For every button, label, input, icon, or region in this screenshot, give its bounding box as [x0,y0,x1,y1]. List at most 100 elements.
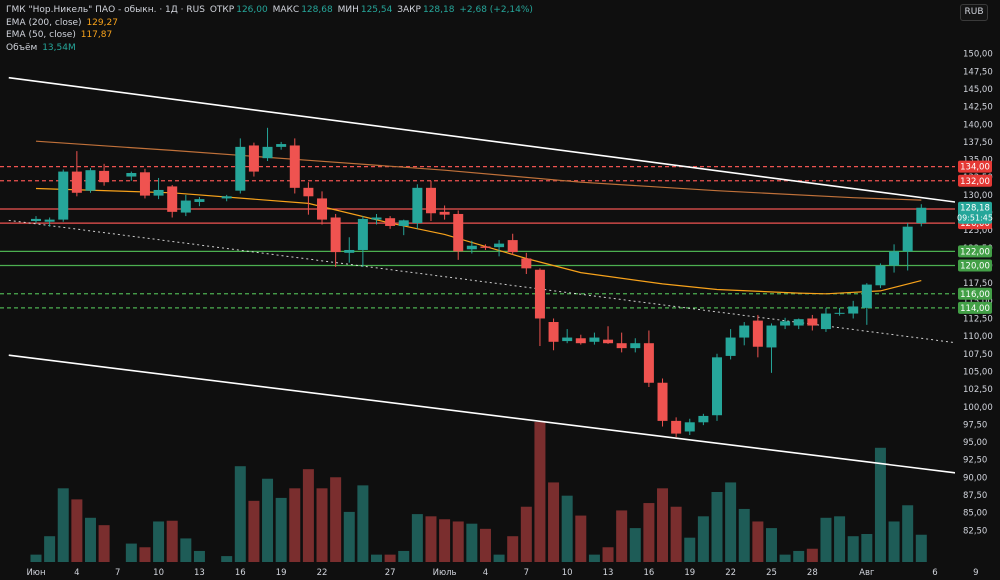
candle-body [439,211,450,215]
volume-bar [221,556,233,562]
candle-body [671,420,682,434]
trendline-lower-support [8,354,955,474]
candle-body [71,171,82,193]
candle-body [780,321,791,326]
candle-body [31,218,41,222]
volume-bar [697,516,709,562]
candle-body [371,217,382,220]
close-label: ЗАКР [397,5,421,15]
candle-body [248,145,259,172]
time-axis[interactable]: Июн 4 7 10 13 16 19 22 27 Июль 4 7 10 13 16 19 22 25 28 Авг… [26,568,1000,578]
ema50-row[interactable]: EMA (50, close) 117,87 [6,29,535,42]
candle-body [99,170,110,183]
open-value: 126,00 [236,5,268,15]
x-tick-label: 7 [115,568,120,578]
volume-bar [357,485,369,562]
candle-body [194,199,205,202]
volume-bar [125,543,137,562]
candle-body [548,322,559,342]
candle-body [575,338,586,344]
y-tick-label: 150,00 [963,50,993,60]
x-tick-label: Июн [26,568,45,578]
volume-bar [507,536,519,562]
x-tick-label: 19 [276,568,287,578]
x-tick-label: 22 [317,568,328,578]
ema200-line [35,140,922,201]
volume-bar [330,477,342,562]
candle-body [725,337,736,356]
volume-bar [30,554,42,562]
high-value: 128,68 [301,5,333,15]
volume-bar [411,514,423,562]
y-tick-label: 102,50 [963,385,993,395]
candle-body [44,219,55,222]
y-tick-label: 100,00 [963,403,993,413]
candle-body [889,251,900,266]
level-badge-label: 120,00 [960,262,990,272]
candle-body [630,343,641,349]
volume-bar [289,488,301,562]
candle-body [276,144,287,147]
volume-bar [793,550,805,562]
volume-bar [847,536,859,562]
level-badge [958,259,992,272]
x-tick-label: 4 [483,568,488,578]
volume-bar [711,492,723,562]
candle-body [480,246,491,248]
ema200-value: 129,27 [86,17,118,28]
y-tick-label: 92,50 [963,456,987,466]
volume-bar [684,537,696,562]
volume-bar [765,528,777,562]
ema50-value: 117,87 [80,30,113,40]
candle-body [180,200,191,213]
volume-row[interactable]: Объём 13,54M [6,42,535,55]
candle-body [589,337,600,342]
x-tick-label: 10 [153,568,164,578]
y-tick-label: 117,50 [963,279,993,289]
volume-bar [166,520,178,562]
level-badge-label: 134,00 [960,163,990,173]
volume-bar [548,482,560,562]
y-tick-label: 115,00 [963,297,993,307]
x-tick-label: 10 [562,568,573,578]
low-label: МИН [337,5,359,15]
candle-body [752,320,763,347]
ema50-label: EMA (50, close) [6,30,76,40]
level-badge-label: 126,00 [960,219,990,229]
volume-bar [874,447,886,562]
candle-body [139,172,150,196]
volume-bar [302,469,314,562]
candle-body [534,269,545,319]
candle-body [834,312,845,314]
level-badge [958,287,992,300]
candle-body [126,173,137,177]
level-badge [958,160,992,173]
x-tick-label: 6 [932,568,937,578]
y-tick-label: 145,00 [963,85,993,95]
y-tick-label: 97,50 [963,420,987,430]
volume-bar [139,547,151,562]
volume-bar [425,516,437,562]
candle-body [875,265,886,286]
ema200-label: EMA (200, close) [6,17,82,28]
x-tick-label: 9 [973,568,978,578]
candle-body [357,218,368,250]
chart-legend: ГМК "Нор.Никель" ПАО - обыкн. · 1Д · RUS… [6,4,535,54]
candle-body [317,198,328,220]
y-tick-label: 90,00 [963,473,987,483]
ema200-row[interactable]: EMA (200, close) 129,27 [6,17,535,30]
candle-body [344,249,355,253]
x-tick-label: 28 [807,568,818,578]
volume-bar [439,519,451,562]
candle-body [289,145,300,188]
volume-bar [234,466,246,562]
x-tick-label: 13 [194,568,205,578]
volume-bar [452,521,464,562]
candle-body [466,245,477,250]
volume-bar [902,505,914,562]
x-tick-label: 13 [603,568,614,578]
level-badge [958,301,992,314]
currency-button[interactable]: RUB [960,4,988,21]
volume-bar [657,488,669,562]
